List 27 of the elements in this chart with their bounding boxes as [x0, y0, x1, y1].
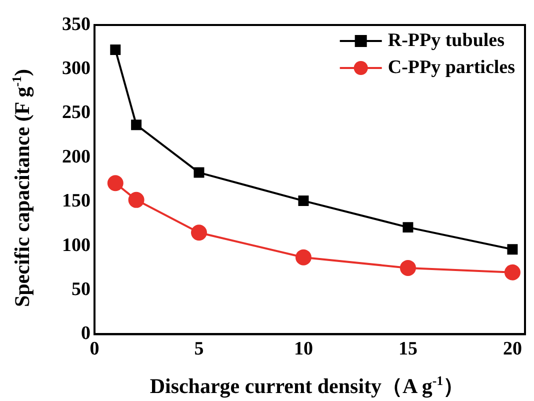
point	[402, 222, 414, 233]
y-tick-label: 100	[62, 234, 90, 256]
legend-label: R-PPy tubules	[388, 30, 504, 51]
point	[131, 120, 142, 130]
y-tick-label: 350	[62, 14, 90, 35]
legend-label: C-PPy particles	[388, 56, 515, 78]
point	[194, 167, 204, 178]
x-tick-label: 10	[294, 338, 313, 360]
point	[295, 249, 312, 266]
x-axis-title: Discharge current density（A g$^{-1}$）	[148, 372, 466, 400]
point	[110, 44, 121, 55]
point	[400, 260, 416, 276]
x-tick-label: 15	[398, 338, 418, 360]
y-tick-label: 150	[62, 190, 90, 212]
x-tick-label: 5	[194, 338, 204, 360]
point	[507, 244, 518, 255]
point	[128, 192, 144, 208]
y-tick-label: 50	[72, 278, 90, 300]
point	[190, 224, 207, 241]
point	[298, 196, 309, 206]
x-tick-label: 20	[502, 338, 522, 360]
point	[504, 264, 520, 280]
y-tick-label: 200	[62, 146, 90, 168]
point	[107, 175, 124, 192]
y-tick-label: 0	[81, 323, 90, 344]
y-tick-label: 250	[62, 102, 90, 124]
y-tick-label: 300	[62, 58, 90, 80]
